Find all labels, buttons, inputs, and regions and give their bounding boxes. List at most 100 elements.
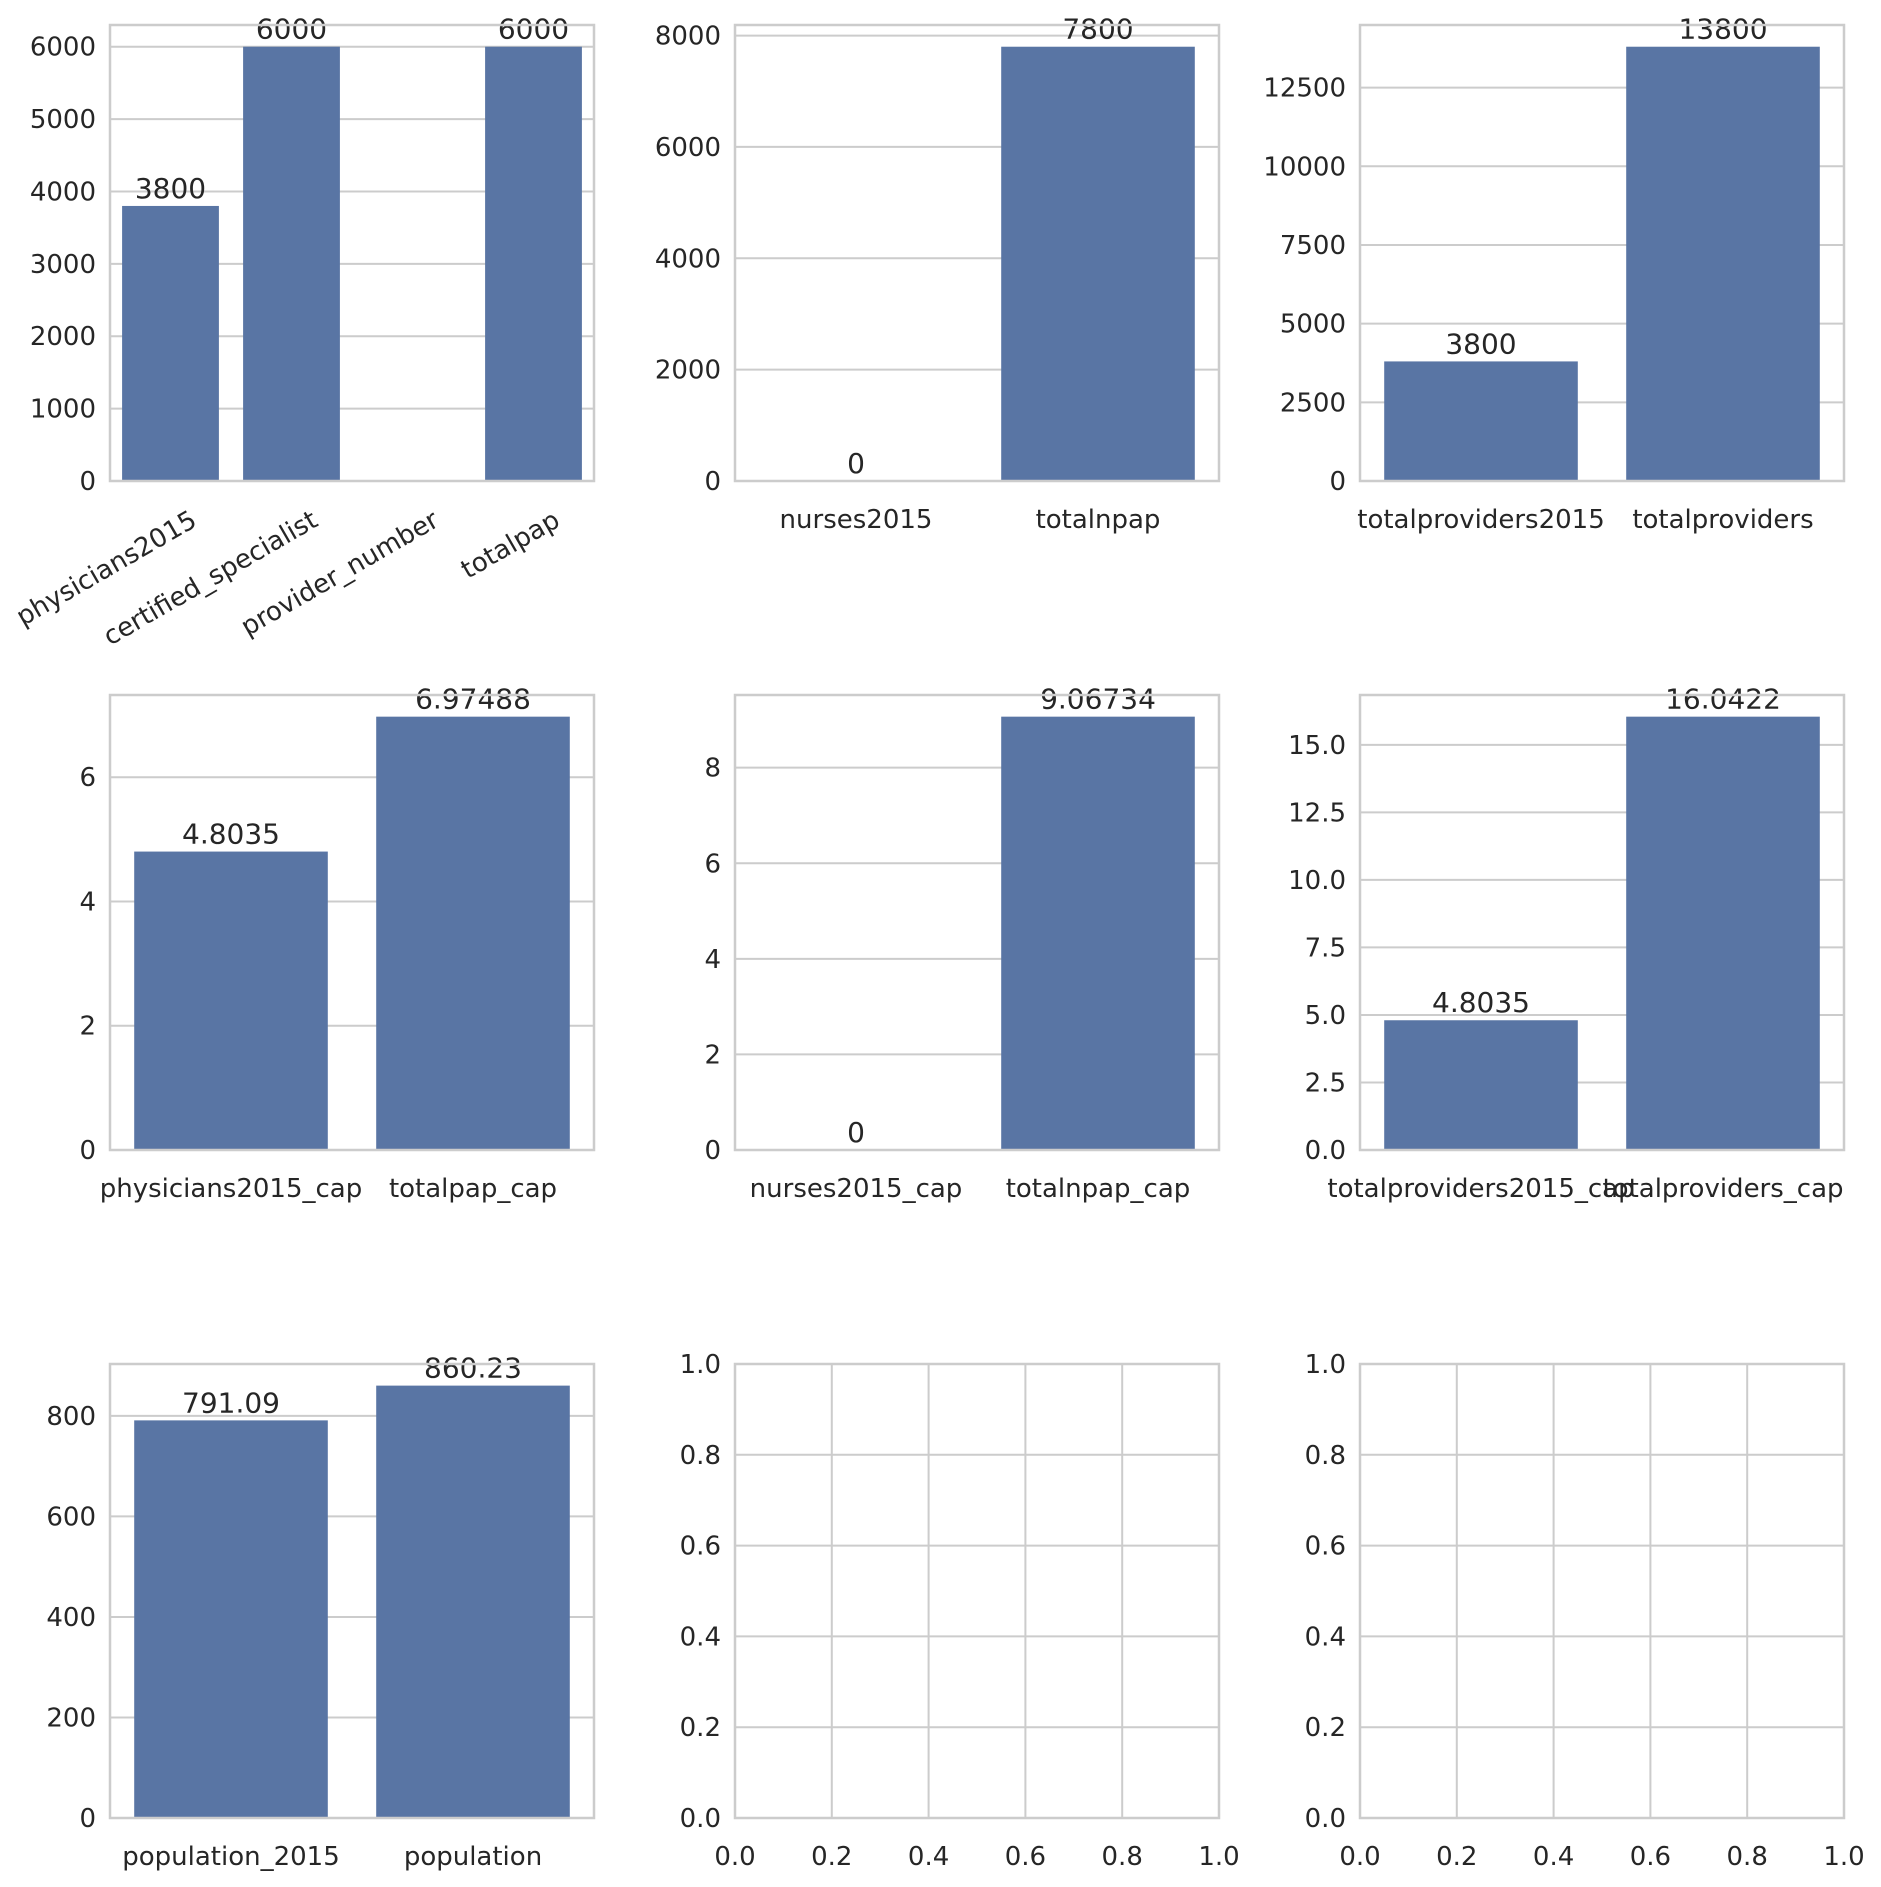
y-tick-label: 8 — [704, 754, 721, 784]
x-tick-label: totalnpap_cap — [1006, 1174, 1191, 1204]
chart-panel-3: 0 2500 5000 7500 10000 12500 3800 totalprovider… — [1263, 13, 1846, 535]
bar-value-label: 3800 — [135, 172, 206, 205]
chart-panel-1: 01000200030004000500060003800physicians2… — [11, 13, 596, 652]
y-tick-label: 12.5 — [1288, 798, 1346, 828]
bar-population — [376, 1385, 570, 1818]
axes-frame — [108, 23, 596, 483]
x-tick-label: 0.6 — [1005, 1842, 1046, 1872]
y-tick-label: 0.0 — [1305, 1804, 1346, 1834]
x-tick-label: totalpap — [456, 505, 565, 585]
x-tick-label: provider_number — [236, 505, 444, 643]
y-tick-label: 6 — [79, 763, 96, 793]
y-tick-label: 0 — [79, 467, 96, 497]
x-tick-label: population_2015 — [122, 1842, 340, 1872]
bar-totalproviders — [1626, 46, 1820, 481]
bar-totalpap_cap — [376, 716, 570, 1150]
chart-panel-7: 0 200 400 600 800 791.09 population_2015 860.23… — [46, 1352, 596, 1872]
y-tick-label: 200 — [46, 1703, 96, 1733]
axes-frame — [733, 23, 1221, 483]
bar-value-label: 9.06734 — [1040, 683, 1156, 716]
axes-frame — [108, 1362, 596, 1820]
x-tick-label: 0.6 — [1630, 1842, 1671, 1872]
bar-value-label: 6.97488 — [415, 683, 531, 716]
bar-totalproviders2015 — [1384, 361, 1578, 481]
y-tick-label: 7.5 — [1305, 933, 1346, 963]
bar-value-label: 4.8035 — [1432, 986, 1530, 1019]
y-tick-label: 0.8 — [680, 1441, 721, 1471]
y-tick-label: 2 — [79, 1012, 96, 1042]
y-tick-label: 3000 — [30, 250, 96, 280]
y-tick-label: 0 — [704, 467, 721, 497]
x-tick-label: 0.4 — [908, 1842, 949, 1872]
y-tick-label: 0.6 — [1305, 1532, 1346, 1562]
chart-panel-2: 0 2000 4000 6000 8000 0 nurses2015 7800 totalnpa… — [655, 13, 1221, 535]
x-tick-label: certified_specialist — [98, 505, 323, 652]
y-tick-label: 400 — [46, 1603, 96, 1633]
y-tick-label: 1.0 — [1305, 1350, 1346, 1380]
bar-totalproviders_cap — [1626, 716, 1820, 1150]
bar-value-label: 4.8035 — [182, 818, 280, 851]
x-tick-label: totalproviders_cap — [1602, 1174, 1843, 1204]
y-tick-label: 12500 — [1263, 74, 1346, 104]
y-tick-label: 0 — [79, 1136, 96, 1166]
y-tick-label: 4000 — [655, 244, 721, 274]
x-tick-label: 0.2 — [1436, 1842, 1477, 1872]
bar-population_2015 — [134, 1420, 328, 1818]
y-tick-label: 10000 — [1263, 152, 1346, 182]
y-tick-label: 0.4 — [1305, 1622, 1346, 1652]
y-tick-label: 1.0 — [680, 1350, 721, 1380]
x-tick-label: totalnpap — [1036, 505, 1161, 535]
bar-totalnpap_cap — [1001, 716, 1195, 1150]
bar-value-label: 0 — [847, 1116, 865, 1149]
y-tick-label: 10.0 — [1288, 866, 1346, 896]
bar-value-label: 3800 — [1445, 327, 1516, 360]
y-tick-label: 15.0 — [1288, 731, 1346, 761]
bar-totalpap — [485, 46, 582, 481]
bar-value-label: 16.0422 — [1665, 683, 1781, 716]
chart-panel-4: 0 2 4 6 4.8035 physicians2015_cap 6.97488 total… — [79, 683, 596, 1204]
y-tick-label: 0.2 — [680, 1713, 721, 1743]
bar-value-label: 6000 — [256, 13, 327, 46]
y-tick-label: 8000 — [655, 22, 721, 52]
chart-panel-5: 0 2 4 6 8 0 nurses2015_cap 9.06734 totalnpap_cap — [704, 683, 1221, 1204]
y-tick-label: 2500 — [1280, 388, 1346, 418]
axes-frame — [733, 693, 1221, 1152]
y-tick-label: 6000 — [30, 33, 96, 63]
y-tick-label: 0 — [1329, 467, 1346, 497]
bar-totalproviders2015_cap — [1384, 1020, 1578, 1150]
bar-physicians2015 — [122, 205, 219, 481]
bar-value-label: 7800 — [1062, 13, 1133, 46]
bar-value-label: 6000 — [498, 13, 569, 46]
y-tick-label: 2 — [704, 1040, 721, 1070]
y-tick-label: 0 — [79, 1804, 96, 1834]
y-tick-label: 600 — [46, 1502, 96, 1532]
y-tick-label: 0.8 — [1305, 1441, 1346, 1471]
x-tick-label: totalproviders2015_cap — [1327, 1174, 1634, 1204]
y-tick-label: 0.0 — [1305, 1136, 1346, 1166]
x-tick-label: totalproviders — [1632, 505, 1813, 535]
y-tick-label: 4 — [79, 887, 96, 917]
bar-value-label: 860.23 — [424, 1352, 522, 1385]
bar-value-label: 791.09 — [182, 1386, 280, 1419]
x-tick-label: 0.4 — [1533, 1842, 1574, 1872]
y-tick-label: 5000 — [30, 105, 96, 135]
y-tick-label: 6000 — [655, 133, 721, 163]
x-tick-label: nurses2015_cap — [750, 1174, 963, 1204]
y-tick-label: 5000 — [1280, 310, 1346, 340]
y-tick-label: 4000 — [30, 177, 96, 207]
y-tick-label: 6 — [704, 849, 721, 879]
bar-certified_specialist — [243, 46, 340, 481]
x-tick-label: 0.0 — [714, 1842, 755, 1872]
x-tick-label: 1.0 — [1823, 1842, 1864, 1872]
y-tick-label: 1000 — [30, 395, 96, 425]
y-tick-label: 0.6 — [680, 1532, 721, 1562]
bar-totalnpap — [1001, 46, 1195, 481]
y-tick-label: 0.2 — [1305, 1713, 1346, 1743]
y-tick-label: 0 — [704, 1136, 721, 1166]
x-tick-label: physicians2015_cap — [100, 1174, 363, 1204]
axes-frame — [1358, 1362, 1846, 1820]
y-tick-label: 2000 — [30, 322, 96, 352]
x-tick-label: 0.8 — [1102, 1842, 1143, 1872]
y-tick-label: 0.4 — [680, 1622, 721, 1652]
